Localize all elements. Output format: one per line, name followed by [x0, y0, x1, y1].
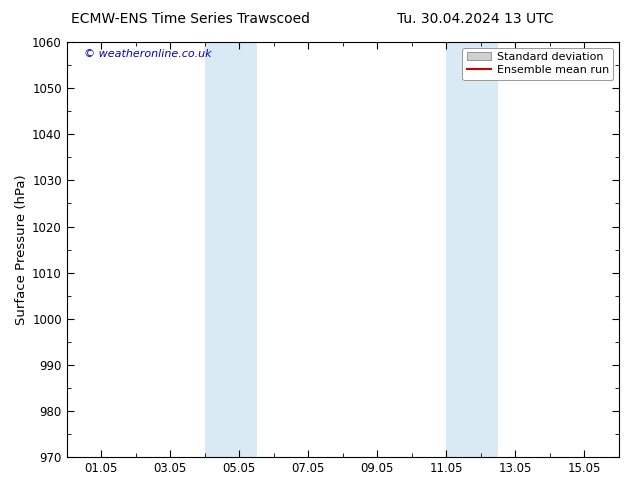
Bar — [446, 42, 498, 457]
Legend: Standard deviation, Ensemble mean run: Standard deviation, Ensemble mean run — [462, 48, 614, 80]
Text: © weatheronline.co.uk: © weatheronline.co.uk — [84, 49, 212, 59]
Text: Tu. 30.04.2024 13 UTC: Tu. 30.04.2024 13 UTC — [397, 12, 554, 26]
Text: ECMW-ENS Time Series Trawscoed: ECMW-ENS Time Series Trawscoed — [71, 12, 309, 26]
Y-axis label: Surface Pressure (hPa): Surface Pressure (hPa) — [15, 174, 28, 325]
Bar — [205, 42, 257, 457]
